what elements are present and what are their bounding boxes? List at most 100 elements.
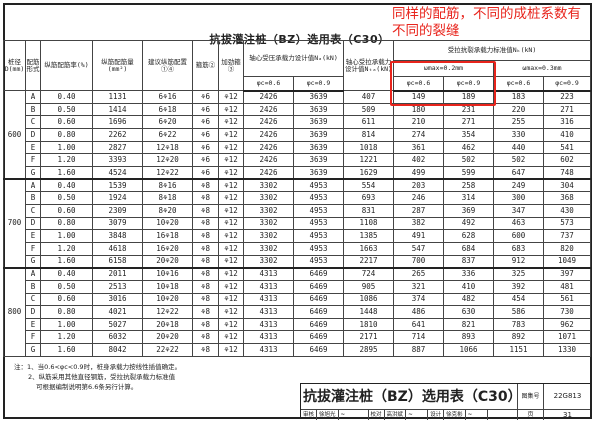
- table-cell: 249: [493, 178, 544, 193]
- table-cell: ⚘8: [192, 241, 219, 256]
- table-cell: 1448: [343, 305, 394, 319]
- table-cell: 724: [343, 266, 394, 281]
- selection-table: 桩径D(mm) 配筋形式 纵筋配筋率(%) 纵筋配筋量(mm²) 建议纵筋配置①…: [3, 40, 591, 357]
- table-row: E 1.00 2827 12⚘18 ⚘6 ⚘12 2426 3639 1018 361 462 440…: [4, 140, 591, 155]
- table-cell: ⚘8: [192, 254, 219, 269]
- table-cell: ⚘8: [192, 343, 219, 357]
- checker-signature: ~: [406, 410, 429, 420]
- table-cell: ⚘12: [218, 216, 244, 231]
- table-cell: 16⚘18: [142, 229, 193, 243]
- table-cell: 0.80: [40, 305, 93, 319]
- table-cell: ⚘12: [218, 178, 244, 193]
- table-cell: 330: [493, 127, 544, 142]
- table-cell: F: [25, 153, 41, 167]
- table-cell: ⚘8: [192, 279, 219, 294]
- table-cell: 814: [343, 127, 394, 142]
- note-3: 可根据编制说明第6.6条另行计算。: [36, 383, 138, 391]
- table-cell: 3302: [243, 254, 294, 269]
- table-cell: 246: [393, 191, 444, 205]
- table-cell: 454: [493, 292, 544, 307]
- header-tension: 轴心受拉承载力设计值Nₜₐ(kN): [343, 40, 394, 91]
- table-cell: 599: [443, 165, 494, 180]
- review-label: 审核: [301, 410, 318, 420]
- table-cell: ⚘12: [218, 317, 244, 332]
- table-cell: 392: [493, 279, 544, 294]
- table-cell: 4953: [293, 241, 344, 256]
- table-cell: 0.50: [40, 102, 93, 117]
- table-cell: 6158: [92, 254, 143, 269]
- table-cell: 0.80: [40, 216, 93, 231]
- table-row: E 1.00 3848 16⚘18 ⚘8 ⚘12 3302 4953 1385 491 628 600…: [4, 229, 591, 243]
- table-cell: 316: [543, 115, 591, 129]
- table-cell: 4021: [92, 305, 143, 319]
- table-cell: 4953: [293, 229, 344, 243]
- table-cell: 1629: [343, 165, 394, 180]
- table-cell: 628: [443, 229, 494, 243]
- table-cell: 2309: [92, 203, 143, 218]
- table-cell: ⚘8: [192, 317, 219, 332]
- table-cell: 693: [343, 191, 394, 205]
- table-cell: ⚘8: [192, 305, 219, 319]
- table-cell: 354: [443, 127, 494, 142]
- table-cell: 554: [343, 178, 394, 193]
- table-row: B 0.50 1414 6⚘18 ⚘6 ⚘12 2426 3639 509 180 231 220 27…: [4, 102, 591, 117]
- table-cell: 3639: [293, 115, 344, 129]
- table-cell: 271: [443, 115, 494, 129]
- table-cell: 8042: [92, 343, 143, 357]
- table-cell: 1.20: [40, 153, 93, 167]
- table-cell: 1018: [343, 140, 394, 155]
- table-cell: B: [25, 279, 41, 294]
- table-cell: 547: [393, 241, 444, 256]
- table-cell: 1924: [92, 191, 143, 205]
- table-cell: 3302: [243, 191, 294, 205]
- atlas-number: 22G813: [543, 384, 591, 409]
- table-cell: 892: [493, 330, 544, 345]
- table-cell: 2426: [243, 127, 294, 142]
- table-cell: 6469: [293, 317, 344, 332]
- table-cell: 0.40: [40, 178, 93, 193]
- table-cell: 6032: [92, 330, 143, 345]
- signature-row: 审核 徐旭光 ~ 校对 高洪斌 ~ 设计 徐克彬 ~ 页 31: [301, 409, 590, 420]
- reviewer-name: 徐旭光: [317, 410, 339, 420]
- table-cell: 1.20: [40, 241, 93, 256]
- table-cell: 20⚘20: [142, 254, 193, 269]
- table-cell: 8⚘18: [142, 191, 193, 205]
- table-cell: F: [25, 330, 41, 345]
- table-cell: 6⚘18: [142, 102, 193, 117]
- note-1: 注：1、当0.6<φc<0.9时，桩身承载力按线性插值确定。: [14, 363, 182, 371]
- table-row: D 0.80 2262 6⚘22 ⚘6 ⚘12 2426 3639 814 274 354 330 41…: [4, 127, 591, 142]
- table-cell: 0.40: [40, 266, 93, 281]
- table-cell: 2426: [243, 153, 294, 167]
- table-cell: ⚘12: [218, 127, 244, 142]
- header-phi06: φc=0.6: [243, 76, 294, 92]
- table-cell: F: [25, 241, 41, 256]
- table-cell: 491: [393, 229, 444, 243]
- table-cell: 905: [343, 279, 394, 294]
- table-cell: 602: [543, 153, 591, 167]
- table-cell: 1810: [343, 317, 394, 332]
- table-cell: 4618: [92, 241, 143, 256]
- table-cell: 220: [493, 102, 544, 117]
- page-label: 页: [517, 410, 543, 420]
- table-cell: ⚘6: [192, 127, 219, 142]
- reviewer-signature: ~: [339, 410, 369, 420]
- table-cell: 783: [493, 317, 544, 332]
- table-cell: 3639: [293, 127, 344, 142]
- table-cell: 407: [343, 90, 394, 104]
- table-cell: 8⚘16: [142, 178, 193, 193]
- table-cell: ⚘12: [218, 140, 244, 155]
- table-cell: ⚘12: [218, 292, 244, 307]
- table-cell: 561: [543, 292, 591, 307]
- table-cell: 1330: [543, 343, 591, 357]
- table-cell: 4313: [243, 305, 294, 319]
- table-cell: 4313: [243, 330, 294, 345]
- table-cell: 492: [443, 216, 494, 231]
- header-w03: ωmax=0.3mm: [493, 60, 591, 77]
- table-row: 800 A 0.40 2011 10⚘16 ⚘8 ⚘12 4313 6469 724 265 336 3…: [3, 266, 591, 357]
- table-row: C 0.60 1696 6⚘20 ⚘6 ⚘12 2426 3639 611 210 271 255 31…: [4, 115, 591, 129]
- table-cell: ⚘12: [218, 203, 244, 218]
- table-cell: C: [25, 115, 41, 129]
- table-cell: 3639: [293, 165, 344, 180]
- table-cell: 714: [393, 330, 444, 345]
- table-cell: 1.60: [40, 254, 93, 269]
